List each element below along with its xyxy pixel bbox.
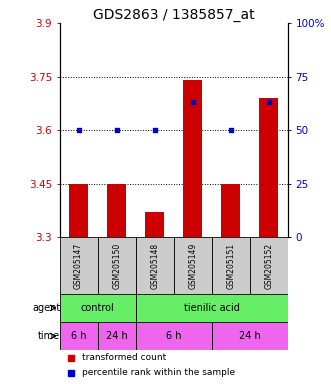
Point bbox=[76, 127, 81, 133]
Text: control: control bbox=[81, 303, 115, 313]
Point bbox=[152, 127, 158, 133]
Text: percentile rank within the sample: percentile rank within the sample bbox=[82, 368, 236, 377]
Bar bbox=[221, 184, 240, 237]
Text: GSM205152: GSM205152 bbox=[264, 242, 273, 288]
Text: agent: agent bbox=[32, 303, 60, 313]
Bar bbox=[60, 294, 136, 322]
Text: 24 h: 24 h bbox=[239, 331, 261, 341]
Bar bbox=[136, 294, 288, 322]
Text: 24 h: 24 h bbox=[106, 331, 127, 341]
Point bbox=[114, 127, 119, 133]
Text: GSM205151: GSM205151 bbox=[226, 242, 235, 288]
Bar bbox=[69, 184, 88, 237]
Point bbox=[228, 127, 234, 133]
Bar bbox=[174, 237, 212, 294]
Text: 6 h: 6 h bbox=[166, 331, 181, 341]
Text: GSM205150: GSM205150 bbox=[112, 242, 121, 289]
Text: time: time bbox=[38, 331, 60, 341]
Bar bbox=[107, 184, 126, 237]
Bar bbox=[98, 322, 136, 350]
Bar bbox=[250, 237, 288, 294]
Text: 6 h: 6 h bbox=[71, 331, 86, 341]
Bar bbox=[260, 98, 278, 237]
Text: GSM205148: GSM205148 bbox=[150, 242, 159, 288]
Point bbox=[190, 99, 195, 105]
Point bbox=[266, 99, 271, 105]
Text: transformed count: transformed count bbox=[82, 353, 167, 362]
Bar bbox=[212, 237, 250, 294]
Text: GSM205147: GSM205147 bbox=[74, 242, 83, 289]
Bar bbox=[98, 237, 136, 294]
Bar bbox=[136, 322, 212, 350]
Bar bbox=[183, 80, 202, 237]
Text: tienilic acid: tienilic acid bbox=[184, 303, 240, 313]
Bar bbox=[145, 212, 164, 237]
Text: GSM205149: GSM205149 bbox=[188, 242, 197, 289]
Bar bbox=[212, 322, 288, 350]
Bar bbox=[136, 237, 174, 294]
Bar bbox=[60, 237, 98, 294]
Bar bbox=[60, 322, 98, 350]
Title: GDS2863 / 1385857_at: GDS2863 / 1385857_at bbox=[93, 8, 255, 22]
